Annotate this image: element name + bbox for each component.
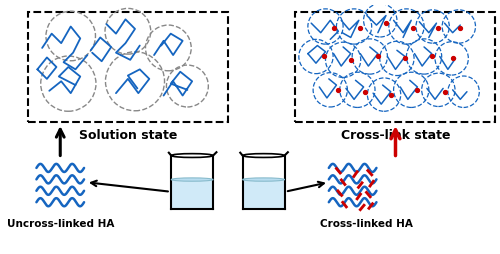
FancyBboxPatch shape <box>242 180 284 209</box>
Polygon shape <box>367 202 374 211</box>
Ellipse shape <box>171 178 213 182</box>
Text: Cross-linked HA: Cross-linked HA <box>320 218 414 229</box>
Polygon shape <box>356 181 364 189</box>
Text: Uncross-linked HA: Uncross-linked HA <box>6 218 114 229</box>
Polygon shape <box>334 167 342 175</box>
Polygon shape <box>368 180 376 188</box>
Text: Cross-link state: Cross-link state <box>340 129 450 141</box>
Ellipse shape <box>242 178 284 182</box>
Polygon shape <box>364 191 372 199</box>
Polygon shape <box>366 169 374 177</box>
Polygon shape <box>355 193 362 201</box>
Polygon shape <box>336 189 344 198</box>
FancyBboxPatch shape <box>171 180 213 209</box>
FancyBboxPatch shape <box>28 13 228 122</box>
Polygon shape <box>341 201 348 209</box>
Text: Solution state: Solution state <box>78 129 177 141</box>
Polygon shape <box>340 178 347 187</box>
FancyBboxPatch shape <box>294 13 494 122</box>
Polygon shape <box>358 203 366 212</box>
Polygon shape <box>352 170 359 179</box>
